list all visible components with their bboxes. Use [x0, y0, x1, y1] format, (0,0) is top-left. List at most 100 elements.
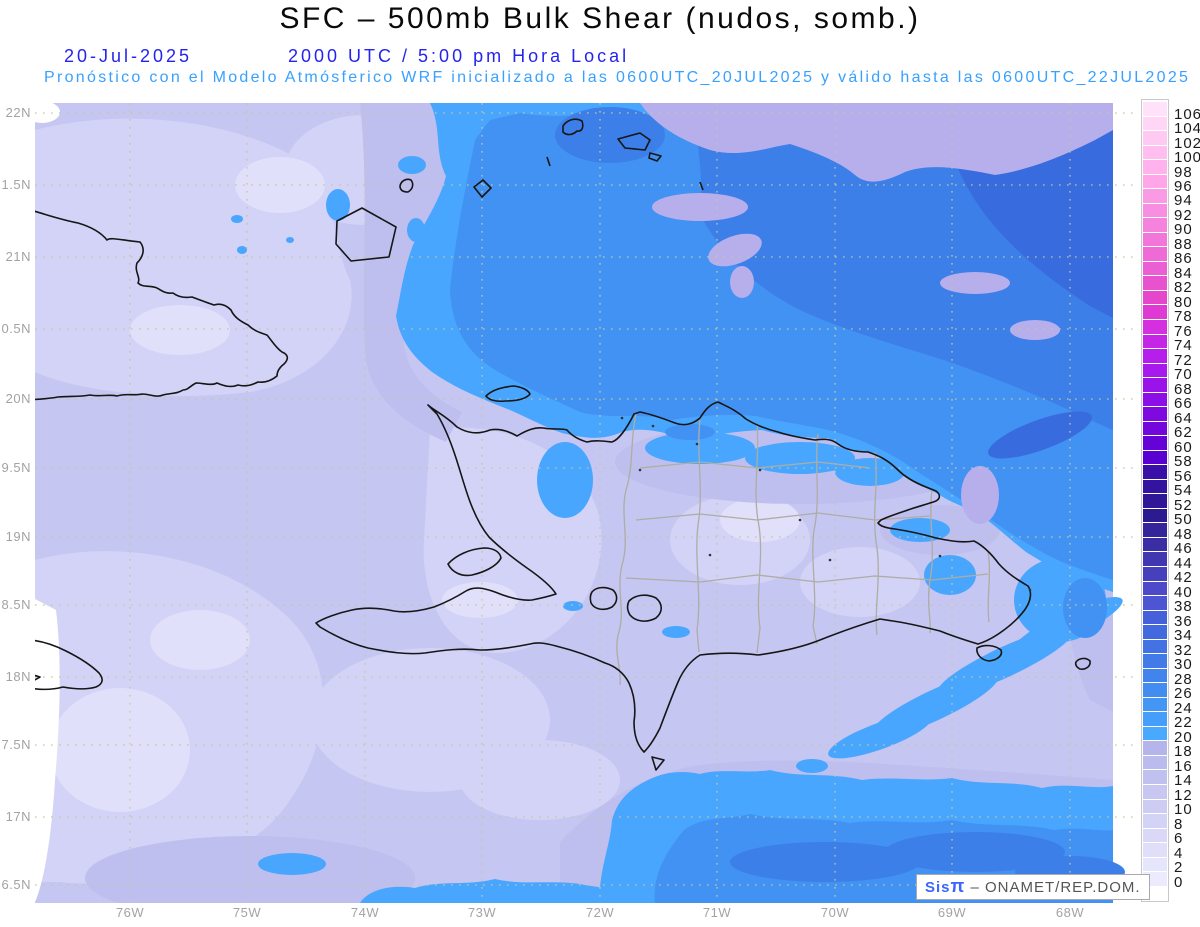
colorbar-cell: [1143, 391, 1167, 407]
colorbar: [1141, 99, 1169, 902]
hispaniola-coastline: [315, 401, 1032, 753]
lat-tick-label: 18N: [5, 669, 31, 684]
colorbar-tick-label: 42: [1174, 569, 1193, 587]
lon-tick-label: 76W: [115, 905, 145, 920]
colorbar-cell: [1143, 653, 1167, 668]
colorbar-cell: [1143, 202, 1167, 218]
colorbar-cell: [1143, 478, 1167, 494]
colorbar-tick-label: 98: [1174, 163, 1193, 181]
colorbar-cell: [1143, 101, 1167, 116]
lon-tick-label: 70W: [820, 905, 850, 920]
cuba-coastline: [35, 210, 289, 401]
coastlines: [35, 118, 1091, 771]
colorbar-tick-label: 88: [1174, 235, 1193, 253]
colorbar-cell: [1143, 231, 1167, 247]
watermark: Sisπ – ONAMET/REP.DOM.: [916, 874, 1150, 900]
colorbar-tick-label: 106: [1174, 105, 1200, 123]
colorbar-tick-label: 60: [1174, 438, 1193, 456]
colorbar-cell: [1143, 595, 1167, 610]
colorbar-cell: [1143, 144, 1167, 160]
colorbar-cell: [1143, 769, 1167, 784]
colorbar-cell: [1143, 609, 1167, 625]
great-inagua-island: [335, 207, 397, 262]
colorbar-tick-label: 18: [1174, 743, 1193, 761]
colorbar-tick-label: 10: [1174, 801, 1193, 819]
lat-tick-label: 9.5N: [1, 460, 31, 475]
colorbar-tick-label: 26: [1174, 685, 1193, 703]
colorbar-tick-label: 94: [1174, 192, 1193, 210]
colorbar-cell: [1143, 435, 1167, 450]
colorbar-cell: [1143, 813, 1167, 828]
colorbar-tick-label: 80: [1174, 293, 1193, 311]
station-dots: [620, 416, 1032, 592]
colorbar-cell: [1143, 217, 1167, 232]
colorbar-tick-label: 78: [1174, 308, 1193, 326]
colorbar-tick-label: 0: [1174, 873, 1184, 891]
colorbar-cell: [1143, 289, 1167, 305]
jamaica-cay: [35, 674, 41, 681]
colorbar-tick-label: 62: [1174, 424, 1193, 442]
colorbar-tick-label: 6: [1174, 830, 1184, 847]
lat-tick-label: 1.5N: [1, 177, 31, 192]
colorbar-tick-label: 8: [1174, 815, 1184, 833]
colorbar-cell: [1143, 348, 1167, 363]
colorbar-cell: [1143, 159, 1167, 174]
colorbar-tick-label: 96: [1174, 177, 1193, 195]
colorbar-tick-label: 20: [1174, 728, 1193, 746]
colorbar-tick-label: 70: [1174, 366, 1193, 384]
colorbar-cell: [1143, 275, 1167, 290]
lat-lon-gridlines: [35, 103, 1133, 903]
lon-tick-label: 68W: [1055, 905, 1085, 920]
lat-tick-label: 22N: [5, 105, 31, 120]
lat-tick-label: 19N: [5, 529, 31, 544]
lat-tick-label: 6.5N: [1, 877, 31, 892]
watermark-brand: Sis: [925, 879, 951, 896]
colorbar-cell: [1143, 507, 1167, 523]
colorbar-cell: [1143, 667, 1167, 683]
colorbar-cell: [1143, 420, 1167, 436]
colorbar-tick-label: 34: [1174, 627, 1193, 645]
colorbar-cell: [1143, 682, 1167, 697]
colorbar-tick-label: 30: [1174, 656, 1193, 674]
colorbar-tick-label: 4: [1174, 844, 1184, 862]
colorbar-tick-label: 82: [1174, 279, 1193, 297]
lon-tick-label: 74W: [350, 905, 380, 920]
jamaica-east-tip: [35, 639, 103, 691]
low-shear-pockets: [640, 103, 1113, 524]
lake-enriquillo: [626, 594, 663, 622]
colorbar-tick-label: 92: [1174, 206, 1193, 224]
colorbar-tick-label: 86: [1174, 250, 1193, 268]
colorbar-cell: [1143, 246, 1167, 261]
mona-island: [1074, 657, 1091, 670]
lon-tick-label: 71W: [702, 905, 732, 920]
colorbar-cell: [1143, 711, 1167, 726]
colorbar-tick-label: 52: [1174, 496, 1193, 514]
lon-tick-label: 75W: [232, 905, 262, 920]
lat-tick-label: 8.5N: [1, 597, 31, 612]
colorbar-cell: [1143, 566, 1167, 581]
colorbar-cell: [1143, 638, 1167, 654]
colorbar-tick-label: 66: [1174, 395, 1193, 413]
colorbar-tick-label: 74: [1174, 337, 1193, 355]
colorbar-tick-label: 72: [1174, 351, 1193, 369]
colorbar-cell: [1143, 260, 1167, 276]
colorbar-cell: [1143, 377, 1167, 392]
colorbar-cell: [1143, 406, 1167, 421]
lat-tick-label: 21N: [5, 249, 31, 264]
colorbar-tick-label: 54: [1174, 482, 1193, 500]
province-boundaries: [616, 413, 991, 686]
caicos-island-west: [473, 179, 492, 198]
colorbar-cell: [1143, 783, 1167, 799]
model-init-line: Pronóstico con el Modelo Atmósferico WRF…: [44, 69, 1191, 86]
colorbar-cell: [1143, 842, 1167, 857]
colorbar-cell: [1143, 827, 1167, 843]
colorbar-tick-label: 24: [1174, 699, 1193, 717]
colorbar-cell: [1143, 551, 1167, 566]
watermark-text: – ONAMET/REP.DOM.: [970, 879, 1141, 896]
colorbar-tick-label: 16: [1174, 757, 1193, 775]
colorbar-tick-label: 44: [1174, 554, 1193, 572]
colorbar-tick-label: 36: [1174, 612, 1193, 630]
saona-island: [976, 644, 1003, 662]
colorbar-cell: [1143, 798, 1167, 814]
colorbar-tick-label: 76: [1174, 322, 1193, 340]
